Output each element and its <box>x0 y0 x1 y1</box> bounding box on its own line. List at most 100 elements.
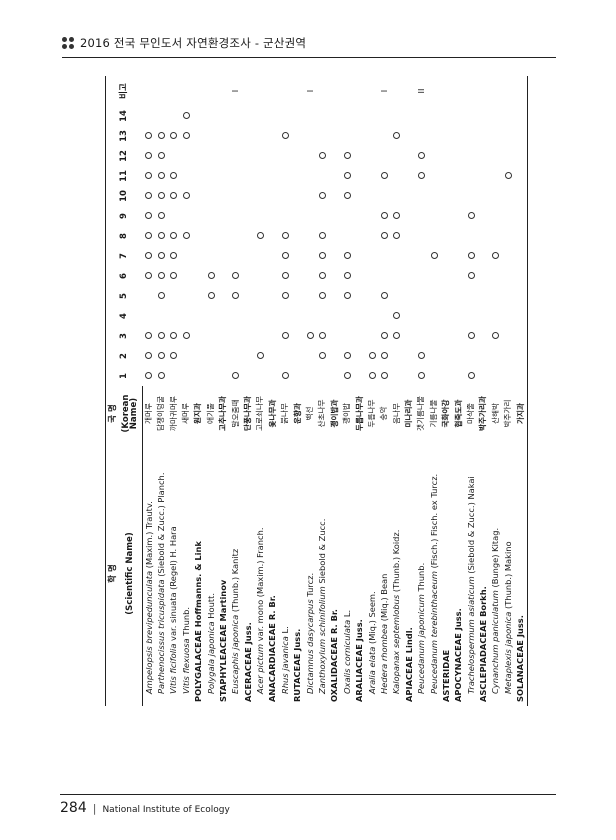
site-12-cell <box>403 146 415 166</box>
presence-circle-icon <box>492 332 500 340</box>
site-8-cell <box>266 226 278 246</box>
site-11-cell <box>353 166 365 186</box>
korean-name-cell: 송악 <box>379 406 389 421</box>
site-12-cell <box>366 146 378 166</box>
presence-circle-icon <box>157 292 165 300</box>
site-4-cell <box>366 306 378 326</box>
site-13-cell <box>266 126 278 146</box>
species-row: Cynanchum paniculatum (Bunge) Kitag. 산해박 <box>489 76 501 706</box>
site-4-cell <box>142 306 155 326</box>
site-10-cell <box>502 186 514 206</box>
site-5-cell <box>415 286 427 306</box>
site-10-cell <box>279 186 291 206</box>
site-2-cell <box>242 346 254 366</box>
site-1-cell <box>390 366 402 386</box>
site-13-cell <box>477 126 489 146</box>
site-14-cell <box>242 106 254 126</box>
species-row: Dictamnus dasycarpus Turcz. 백선 I <box>304 76 316 706</box>
site-3-cell <box>266 326 278 346</box>
presence-circle-icon <box>343 272 351 280</box>
korean-name-cell: 까마귀머루 <box>168 396 178 431</box>
family-row: RUTACEAE Juss. 운향과 <box>291 76 303 706</box>
site-6-cell <box>403 266 415 286</box>
site-2-cell <box>440 346 452 366</box>
site-7-cell <box>427 246 439 266</box>
site-6-cell <box>341 266 353 286</box>
scientific-name: Vitis ficifolia <box>168 643 179 694</box>
scientific-name-cell: Rhus javanica L. <box>279 441 291 706</box>
presence-circle-icon <box>145 212 153 220</box>
scientific-name-cell: Kalopanax septemlobus (Thunb.) Koidz. <box>390 441 402 706</box>
site-1-cell <box>353 366 365 386</box>
site-10-cell <box>217 186 229 206</box>
presence-circle-icon <box>418 352 426 360</box>
site-1-cell <box>477 366 489 386</box>
author-citation: (Miq.) Seem. <box>366 591 377 647</box>
scientific-name: Cynanchum paniculatum <box>490 590 501 694</box>
site-14-cell <box>316 106 328 126</box>
site-4-cell <box>427 306 439 326</box>
korean-name-cell: 원지과 <box>193 403 203 424</box>
site-11-cell <box>242 166 254 186</box>
note-cell <box>440 76 452 106</box>
site-7-cell <box>142 246 155 266</box>
site-3-cell <box>403 326 415 346</box>
site-14-cell <box>142 106 155 126</box>
scientific-name: Oxalis corniculata <box>341 619 352 694</box>
family-row: ACERACEAE Juss. 단풍나무과 <box>242 76 254 706</box>
site-11-cell <box>452 166 464 186</box>
site-9-cell <box>341 206 353 226</box>
site-1-cell <box>489 366 501 386</box>
scientific-name-cell: Polygala japonica Houtt. <box>204 441 216 706</box>
site-13-cell <box>155 126 167 146</box>
presence-circle-icon <box>281 292 289 300</box>
site-8-cell <box>291 226 303 246</box>
site-6-cell <box>155 266 167 286</box>
note-cell <box>180 76 192 106</box>
site-14-cell <box>192 106 204 126</box>
family-row: APOCYNACEAE Juss. 협죽도과 <box>452 76 464 706</box>
site-3-cell <box>167 326 179 346</box>
site-4-cell <box>180 306 192 326</box>
site-5-cell <box>390 286 402 306</box>
site-6-cell <box>142 266 155 286</box>
site-12-cell <box>217 146 229 166</box>
note-cell <box>514 76 528 106</box>
site-8-cell <box>465 226 477 246</box>
presence-circle-icon <box>157 372 165 380</box>
scientific-name: STAPHYLEACEAE Martinov <box>217 579 228 702</box>
site-header: 14 <box>105 106 142 126</box>
site-12-cell <box>514 146 528 166</box>
site-5-cell <box>204 286 216 306</box>
korean-name-cell: 단풍나무과 <box>243 396 253 431</box>
site-3-cell <box>142 326 155 346</box>
site-11-cell <box>266 166 278 186</box>
site-1-cell <box>465 366 477 386</box>
site-2-cell <box>328 346 340 366</box>
site-13-cell <box>242 126 254 146</box>
site-1-cell <box>254 366 266 386</box>
author-citation: Thunb. <box>416 562 427 595</box>
presence-circle-icon <box>157 252 165 260</box>
scientific-name-cell: OXALIDACEAE R. Br. <box>328 441 340 706</box>
site-11-cell <box>477 166 489 186</box>
site-4-cell <box>440 306 452 326</box>
site-10-cell <box>242 186 254 206</box>
site-6-cell <box>427 266 439 286</box>
presence-circle-icon <box>157 212 165 220</box>
site-8-cell <box>378 226 390 246</box>
site-3-cell <box>378 326 390 346</box>
korean-name-cell: 산해박 <box>490 403 500 424</box>
site-2-cell <box>390 346 402 366</box>
site-1-cell <box>378 366 390 386</box>
table-body: Ampelopsis brevipedunculata (Maxim.) Tra… <box>142 76 528 706</box>
presence-circle-icon <box>157 272 165 280</box>
site-7-cell <box>254 246 266 266</box>
site-13-cell <box>328 126 340 146</box>
presence-circle-icon <box>343 192 351 200</box>
site-10-cell <box>390 186 402 206</box>
site-13-cell <box>192 126 204 146</box>
site-13-cell <box>489 126 501 146</box>
presence-circle-icon <box>393 232 401 240</box>
site-11-cell <box>440 166 452 186</box>
